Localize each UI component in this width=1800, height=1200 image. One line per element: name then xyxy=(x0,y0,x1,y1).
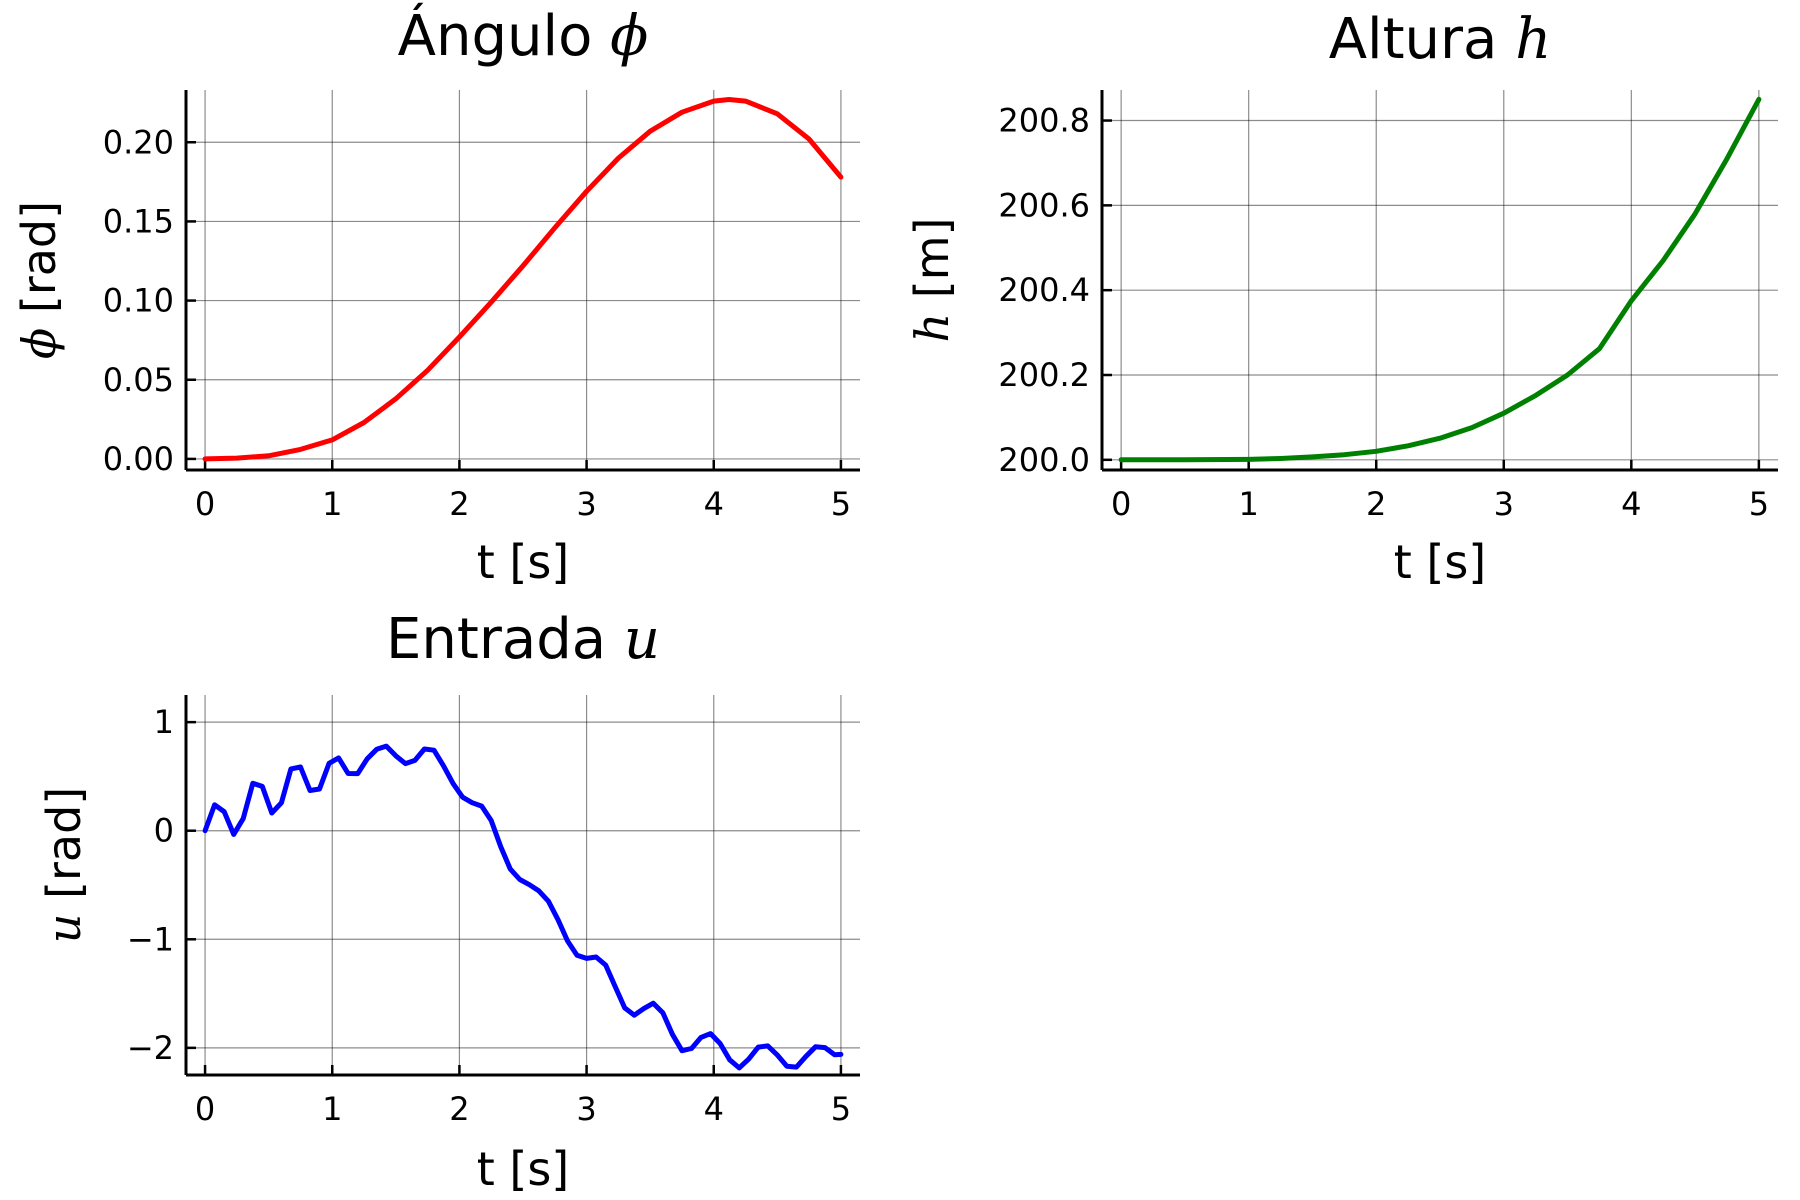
y-axis-space xyxy=(37,899,91,914)
y-tick-label: 0.05 xyxy=(103,361,174,399)
title-text: Entrada xyxy=(386,607,606,672)
panel-entrada: 0 1 2 3 4 5 −2 −1 0 1 Entrada u t [s] u [rad] xyxy=(37,607,860,1196)
x-tick-label: 0 xyxy=(195,1090,215,1128)
altura-series-line xyxy=(1118,96,1762,463)
y-tick-label: 200.8 xyxy=(998,102,1090,140)
y-tick-label: 0.20 xyxy=(103,123,174,161)
y-tick-label: 200.0 xyxy=(998,441,1090,479)
y-axis-unit: [rad] xyxy=(37,787,91,899)
x-tick-label: 5 xyxy=(831,1090,851,1128)
altura-title: Altura h xyxy=(1329,7,1552,72)
y-tick-label: 200.2 xyxy=(998,356,1090,394)
y-tick-label: −2 xyxy=(127,1029,174,1067)
y-tick-label: 0 xyxy=(154,812,174,850)
y-axis-label: u [rad] xyxy=(37,787,91,943)
y-tick-label: −1 xyxy=(127,920,174,958)
y-tick-label: 1 xyxy=(154,703,174,741)
entrada-series-line xyxy=(202,743,844,1071)
x-tick-label: 5 xyxy=(831,485,851,523)
y-tick-label: 0.10 xyxy=(103,282,174,320)
title-symbol: ϕ xyxy=(610,4,648,69)
y-axis-space xyxy=(905,298,959,313)
x-tick-label: 3 xyxy=(576,1090,596,1128)
x-tick-label: 5 xyxy=(1749,485,1769,523)
title-text: Ángulo xyxy=(398,4,593,69)
x-tick-label: 4 xyxy=(1621,485,1641,523)
x-tick-label: 4 xyxy=(704,1090,724,1128)
entrada-title: Entrada u xyxy=(386,607,660,672)
x-tick-label: 3 xyxy=(1494,485,1514,523)
x-axis-label: t [s] xyxy=(1394,535,1487,589)
x-tick-label: 0 xyxy=(195,485,215,523)
y-tick-label: 200.4 xyxy=(998,271,1090,309)
x-tick-label: 1 xyxy=(322,1090,342,1128)
y-axis-label: ϕ [rad] xyxy=(12,201,66,359)
angulo-title: Ángulo ϕ xyxy=(398,4,649,69)
x-tick-label: 2 xyxy=(449,1090,469,1128)
x-axis-label: t [s] xyxy=(477,535,570,589)
x-axis-label: t [s] xyxy=(477,1142,570,1196)
panel-angulo: 0 1 2 3 4 5 0.00 0.05 0.10 0.15 0.20 Ángulo ϕ t [s] ϕ… xyxy=(12,4,860,589)
y-tick-label: 0.15 xyxy=(103,202,174,240)
title-text: Altura xyxy=(1329,7,1498,72)
y-tick-label: 200.6 xyxy=(998,186,1090,224)
x-tick-label: 2 xyxy=(1366,485,1386,523)
title-symbol: u xyxy=(624,607,660,672)
x-tick-label: 4 xyxy=(704,485,724,523)
y-axis-symbol: u xyxy=(37,914,91,944)
y-axis-label: h [m] xyxy=(905,218,959,343)
x-tick-label: 1 xyxy=(322,485,342,523)
title-symbol: h xyxy=(1515,7,1551,72)
panel-altura: 0 1 2 3 4 5 200.0 200.2 200.4 200.6 200.8 Altura h t… xyxy=(905,7,1778,589)
y-axis-space xyxy=(12,313,66,328)
title-space xyxy=(1497,7,1515,72)
title-space xyxy=(606,607,624,672)
y-axis-symbol: ϕ xyxy=(12,328,66,359)
x-tick-label: 2 xyxy=(449,485,469,523)
x-tick-label: 3 xyxy=(576,485,596,523)
angulo-series-line xyxy=(202,97,844,462)
y-axis-symbol: h xyxy=(905,313,959,343)
x-tick-label: 1 xyxy=(1238,485,1258,523)
y-axis-unit: [rad] xyxy=(12,201,66,313)
title-space xyxy=(592,4,610,69)
x-tick-label: 0 xyxy=(1111,485,1131,523)
y-axis-unit: [m] xyxy=(905,218,959,299)
y-tick-label: 0.00 xyxy=(103,440,174,478)
